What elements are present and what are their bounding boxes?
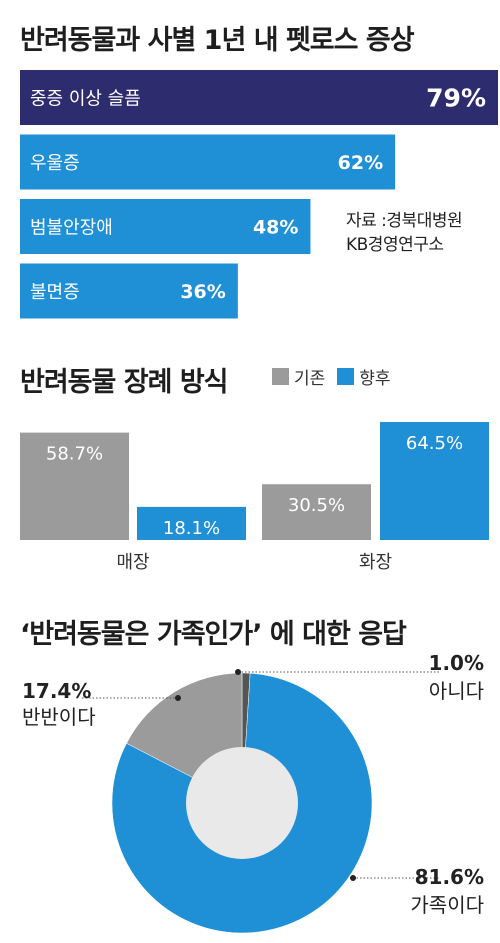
vbar-value-label-1-0: 30.5%	[288, 495, 345, 516]
donut-slice-label-1: 가족이다	[410, 893, 484, 917]
vbar-value-label-1-1: 64.5%	[406, 433, 463, 454]
source-line-1: 자료 :경북대병원	[346, 211, 463, 231]
funeral-bar-chart: 58.7% 18.1% 매장 30.5% 64.5% 화장	[20, 422, 489, 573]
funeral-legend: 기존 향후	[272, 364, 403, 389]
hbar-bar-0	[20, 70, 498, 125]
hbar-bar-1	[20, 134, 396, 190]
vbar-category-label-1: 화장	[359, 552, 392, 573]
donut-leader-dot-2	[175, 695, 181, 701]
hbar-value-label-0: 79%	[426, 84, 486, 113]
vbar-value-label-0-0: 58.7%	[46, 444, 103, 465]
hbar-bar-3	[20, 263, 238, 319]
source-line-2: KB경영연구소	[346, 235, 444, 255]
source-note: 자료 :경북대병원 KB경영연구소	[346, 209, 463, 257]
legend-item-future: 향후	[337, 364, 391, 389]
vbar-bar-0-0	[20, 432, 129, 540]
vbar-category-label-0: 매장	[116, 552, 149, 573]
legend-label-existing: 기존	[294, 369, 326, 389]
vbar-bar-0-1	[137, 506, 246, 540]
donut-leader-dot-1	[350, 875, 356, 881]
donut-leader-dot-0	[235, 669, 241, 675]
hbar-category-label-2: 범불안장애	[30, 218, 113, 239]
hbar-bar-2	[20, 199, 311, 254]
donut-slice-label-0: 아니다	[429, 679, 484, 703]
hbar-value-label-1: 62%	[338, 152, 383, 174]
hbar-category-label-3: 불면증	[30, 282, 80, 303]
hbar-category-label-1: 우울증	[30, 153, 80, 174]
donut-value-label-0: 1.0%	[429, 651, 484, 675]
vbar-value-label-0-1: 18.1%	[163, 518, 220, 539]
legend-label-future: 향후	[359, 369, 391, 389]
donut-center	[186, 747, 298, 859]
vbar-bar-1-1	[380, 422, 489, 540]
donut-chart-title: ‘반려동물은 가족인가’ 에 대한 응답	[20, 619, 407, 650]
hbar-value-label-2: 48%	[253, 217, 298, 239]
hbar-chart-title: 반려동물과 사별 1년 내 펫로스 증상	[20, 25, 415, 56]
donut-value-label-2: 17.4%	[22, 679, 91, 703]
donut-slice-label-2: 반반이다	[22, 705, 96, 729]
legend-swatch-future	[337, 368, 355, 385]
pet-loss-bar-chart: 중증 이상 슬픔 79% 우울증 62% 범불안장애 48% 불면증 36%	[20, 70, 498, 319]
vbar-chart-title: 반려동물 장례 방식	[20, 367, 229, 398]
donut-value-label-1: 81.6%	[415, 865, 484, 889]
vbar-bar-1-0	[262, 484, 371, 540]
legend-item-existing: 기존	[272, 364, 325, 389]
legend-swatch-existing	[272, 368, 289, 385]
hbar-category-label-0: 중증 이상 슬픔	[30, 89, 141, 110]
hbar-value-label-3: 36%	[180, 281, 225, 303]
